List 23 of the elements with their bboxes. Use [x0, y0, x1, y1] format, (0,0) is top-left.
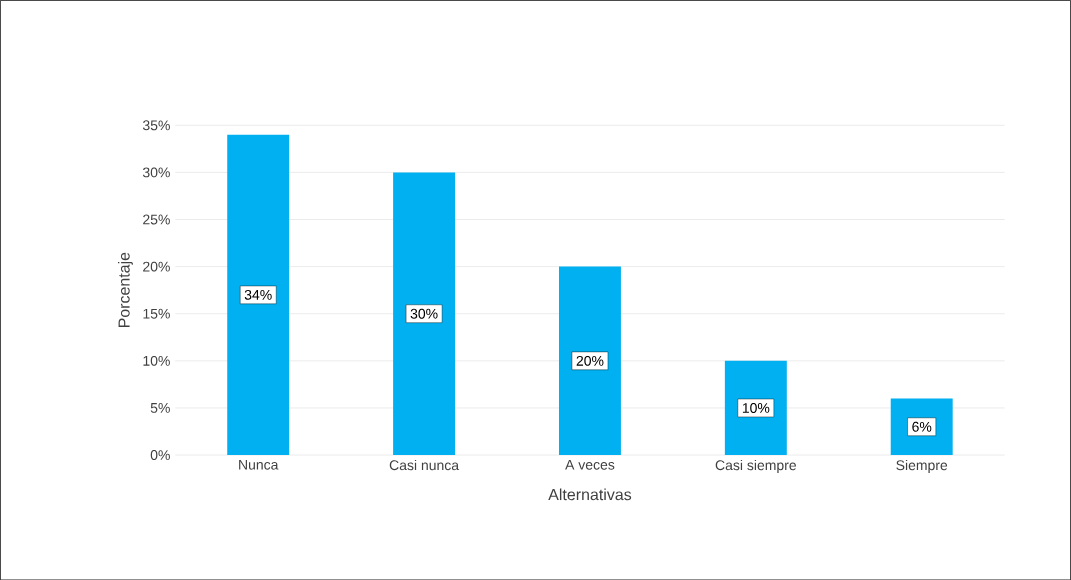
y-tick-label: 0%	[150, 449, 170, 460]
y-tick-label: 10%	[143, 355, 170, 366]
x-tick-label: Nunca	[239, 459, 279, 470]
bar	[227, 134, 290, 455]
data-label: 10%	[742, 402, 770, 413]
y-tick-label: 5%	[150, 402, 170, 413]
y-axis-title: Porcentaje	[117, 252, 133, 327]
y-tick-label: 20%	[143, 261, 170, 272]
y-tick-label: 30%	[142, 167, 170, 178]
x-tick-label: Casi siempre	[715, 459, 796, 473]
data-label: 6%	[912, 421, 932, 432]
data-label: 30%	[410, 308, 438, 319]
x-axis-title: Alternativas	[548, 488, 632, 501]
x-tick-label: Siempre	[896, 459, 948, 473]
x-tick-label: Casi nunca	[389, 459, 460, 471]
data-label: 34%	[244, 289, 272, 300]
y-tick-label: 15%	[143, 308, 170, 319]
y-tick-label: 35%	[142, 120, 170, 131]
data-label: 20%	[576, 355, 604, 366]
bar	[558, 266, 621, 455]
y-tick-label: 25%	[143, 214, 170, 225]
bar	[393, 172, 456, 455]
x-tick-label: A veces	[565, 459, 615, 470]
